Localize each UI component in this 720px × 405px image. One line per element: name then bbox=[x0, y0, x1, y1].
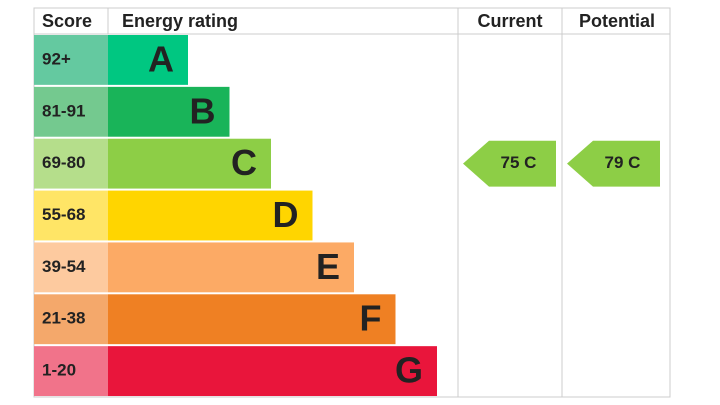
rating-bar bbox=[108, 346, 437, 397]
rating-bar bbox=[108, 242, 354, 293]
score-cell bbox=[34, 242, 108, 293]
header-score: Score bbox=[42, 11, 92, 31]
rating-letter: F bbox=[360, 298, 382, 339]
rating-letter: E bbox=[316, 246, 340, 287]
score-label: 1-20 bbox=[42, 361, 76, 380]
header-rating: Energy rating bbox=[122, 11, 238, 31]
rating-letter: C bbox=[231, 142, 257, 183]
score-label: 69-80 bbox=[42, 153, 85, 172]
current-arrow bbox=[463, 140, 556, 187]
score-cell bbox=[34, 35, 108, 85]
score-label: 81-91 bbox=[42, 101, 85, 120]
score-label: 21-38 bbox=[42, 309, 85, 328]
rating-bar bbox=[108, 138, 271, 189]
header-current: Current bbox=[477, 11, 542, 31]
rating-letter: A bbox=[148, 38, 174, 79]
rating-letter: G bbox=[395, 350, 423, 391]
rating-letter: B bbox=[190, 90, 216, 131]
score-cell bbox=[34, 138, 108, 189]
header-potential: Potential bbox=[579, 11, 655, 31]
score-cell bbox=[34, 190, 108, 241]
score-cell bbox=[34, 346, 108, 397]
current-label: 75 C bbox=[501, 153, 537, 172]
potential-arrow bbox=[567, 140, 660, 187]
score-label: 55-68 bbox=[42, 205, 85, 224]
rating-bar bbox=[108, 294, 396, 345]
score-cell bbox=[34, 294, 108, 345]
score-label: 92+ bbox=[42, 49, 71, 68]
potential-label: 79 C bbox=[605, 153, 641, 172]
rating-bar bbox=[108, 35, 188, 85]
rating-bar bbox=[108, 190, 313, 241]
score-cell bbox=[34, 86, 108, 137]
rating-bar bbox=[108, 86, 230, 137]
rating-letter: D bbox=[273, 194, 299, 235]
score-label: 39-54 bbox=[42, 257, 86, 276]
